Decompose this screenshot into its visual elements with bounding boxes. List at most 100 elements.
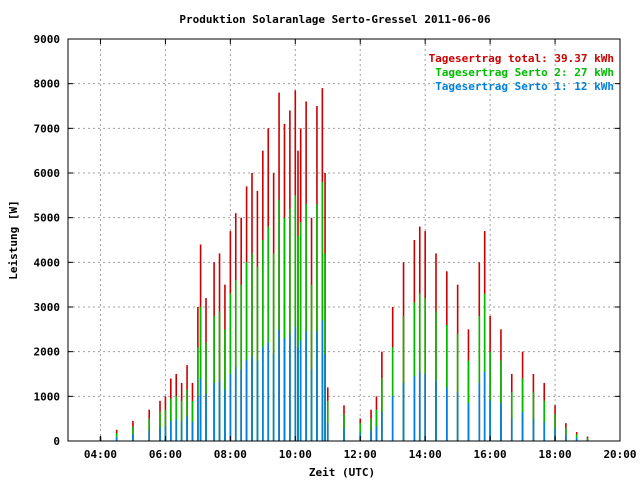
y-tick-label: 7000	[34, 122, 61, 135]
bar-tagesertrag-serto-2	[180, 400, 183, 441]
bar-tagesertrag-serto-2	[467, 360, 470, 441]
bar-tagesertrag-serto-2	[170, 398, 172, 441]
bar-tagesertrag-serto-2	[245, 262, 248, 441]
bar-tagesertrag-serto-1	[424, 374, 426, 441]
bar-tagesertrag-serto-1	[224, 389, 226, 441]
bars-layer	[99, 88, 589, 442]
bar-tagesertrag-serto-1	[446, 387, 448, 441]
bar-tagesertrag-serto-1	[180, 421, 183, 441]
bar-tagesertrag-serto-2	[251, 253, 253, 441]
bar-tagesertrag-serto-2	[446, 324, 448, 441]
bar-tagesertrag-serto-1	[267, 342, 270, 441]
y-tick-label: 6000	[34, 167, 61, 180]
bar-tagesertrag-serto-1	[370, 430, 372, 441]
bar-tagesertrag-serto-1	[205, 394, 207, 441]
bar-tagesertrag-serto-1	[170, 420, 172, 441]
plot-frame	[67, 38, 621, 442]
bar-tagesertrag-serto-1	[186, 416, 188, 441]
bar-tagesertrag-serto-2	[283, 217, 286, 441]
bar-tagesertrag-serto-2	[575, 434, 578, 441]
bar-tagesertrag-serto-1	[500, 403, 502, 441]
grid-lines	[68, 39, 620, 441]
bar-tagesertrag-serto-2	[375, 409, 378, 441]
bar-tagesertrag-serto-2	[205, 342, 207, 441]
x-axis-label: Zeit (UTC)	[309, 466, 375, 479]
bar-tagesertrag-serto-2	[164, 409, 167, 441]
bar-tagesertrag-serto-2	[199, 307, 202, 441]
bar-tagesertrag-serto-1	[413, 376, 416, 441]
chart-title: Produktion Solaranlage Serto-Gressel 201…	[179, 13, 491, 26]
bar-tagesertrag-serto-1	[240, 369, 242, 441]
y-tick-label: 1000	[34, 390, 61, 403]
tick-labels: 0 1000 2000 3000 4000 5000 6000 7000 8000 9000 04:…	[34, 33, 637, 461]
bar-tagesertrag-serto-2	[483, 293, 486, 441]
bar-tagesertrag-serto-2	[381, 378, 383, 441]
bar-tagesertrag-serto-2	[456, 333, 459, 441]
bar-tagesertrag-serto-2	[489, 351, 491, 441]
bar-tagesertrag-serto-1	[294, 327, 297, 441]
bar-tagesertrag-serto-1	[278, 329, 280, 441]
x-tick-label: 14:00	[409, 448, 442, 461]
x-tick-label: 12:00	[344, 448, 377, 461]
bar-tagesertrag-serto-1	[175, 419, 178, 441]
bar-tagesertrag-serto-2	[418, 293, 421, 441]
bar-tagesertrag-serto-2	[299, 222, 302, 441]
bar-tagesertrag-serto-2	[305, 204, 307, 441]
bar-tagesertrag-serto-2	[197, 347, 199, 441]
bar-tagesertrag-serto-1	[375, 426, 378, 441]
bar-tagesertrag-serto-2	[115, 432, 118, 441]
bar-tagesertrag-serto-2	[326, 400, 329, 441]
bar-tagesertrag-serto-1	[213, 382, 215, 441]
bar-tagesertrag-serto-2	[521, 378, 524, 441]
bar-tagesertrag-serto-1	[391, 396, 394, 441]
legend-entry: Tagesertrag Serto 2: 27 kWh	[435, 66, 614, 79]
bar-tagesertrag-serto-1	[132, 434, 134, 441]
bar-tagesertrag-serto-2	[213, 315, 215, 441]
bar-tagesertrag-serto-1	[197, 396, 199, 441]
bar-tagesertrag-serto-2	[424, 298, 426, 441]
bar-tagesertrag-serto-1	[262, 347, 264, 441]
bar-tagesertrag-serto-2	[272, 253, 275, 441]
y-tick-label: 4000	[34, 256, 61, 269]
bar-tagesertrag-serto-2	[289, 208, 291, 441]
bar-tagesertrag-serto-2	[224, 329, 226, 441]
bar-tagesertrag-serto-1	[159, 427, 161, 441]
bar-tagesertrag-serto-2	[370, 418, 372, 441]
y-tick-label: 8000	[34, 78, 61, 91]
bar-tagesertrag-serto-1	[326, 423, 329, 441]
bar-tagesertrag-serto-2	[256, 266, 259, 441]
bar-tagesertrag-serto-2	[324, 253, 326, 441]
bar-tagesertrag-serto-2	[478, 315, 481, 441]
bar-tagesertrag-serto-1	[218, 380, 221, 441]
bar-tagesertrag-serto-1	[521, 411, 524, 441]
bar-tagesertrag-serto-1	[381, 411, 383, 441]
bar-tagesertrag-serto-2	[554, 414, 556, 441]
x-tick-label: 08:00	[214, 448, 247, 461]
bar-tagesertrag-serto-2	[510, 391, 513, 441]
bar-tagesertrag-serto-1	[456, 391, 459, 441]
bar-tagesertrag-serto-1	[343, 428, 345, 441]
bar-tagesertrag-serto-2	[229, 293, 232, 441]
bar-tagesertrag-serto-1	[543, 422, 546, 441]
bar-tagesertrag-serto-1	[283, 338, 286, 441]
bar-tagesertrag-serto-1	[245, 360, 248, 441]
bar-tagesertrag-serto-1	[532, 418, 535, 441]
bar-tagesertrag-serto-1	[321, 320, 324, 441]
legend-entry: Tagesertrag Serto 1: 12 kWh	[435, 80, 614, 93]
bar-tagesertrag-serto-1	[299, 340, 302, 441]
bar-tagesertrag-serto-2	[175, 396, 178, 441]
bar-tagesertrag-serto-2	[191, 400, 194, 441]
legend-entry: Tagesertrag total: 39.37 kWh	[429, 52, 614, 65]
x-tick-label: 18:00	[538, 448, 571, 461]
x-tick-label: 20:00	[603, 448, 636, 461]
bar-tagesertrag-serto-1	[418, 371, 421, 441]
bar-tagesertrag-serto-1	[148, 430, 150, 441]
x-tick-label: 04:00	[84, 448, 117, 461]
bar-tagesertrag-serto-1	[554, 428, 556, 441]
bar-tagesertrag-serto-1	[489, 400, 491, 441]
bar-tagesertrag-serto-2	[148, 418, 150, 441]
bar-tagesertrag-serto-2	[532, 391, 535, 441]
bar-tagesertrag-serto-1	[575, 437, 578, 441]
y-tick-label: 0	[53, 435, 60, 448]
bar-tagesertrag-serto-1	[310, 369, 313, 441]
